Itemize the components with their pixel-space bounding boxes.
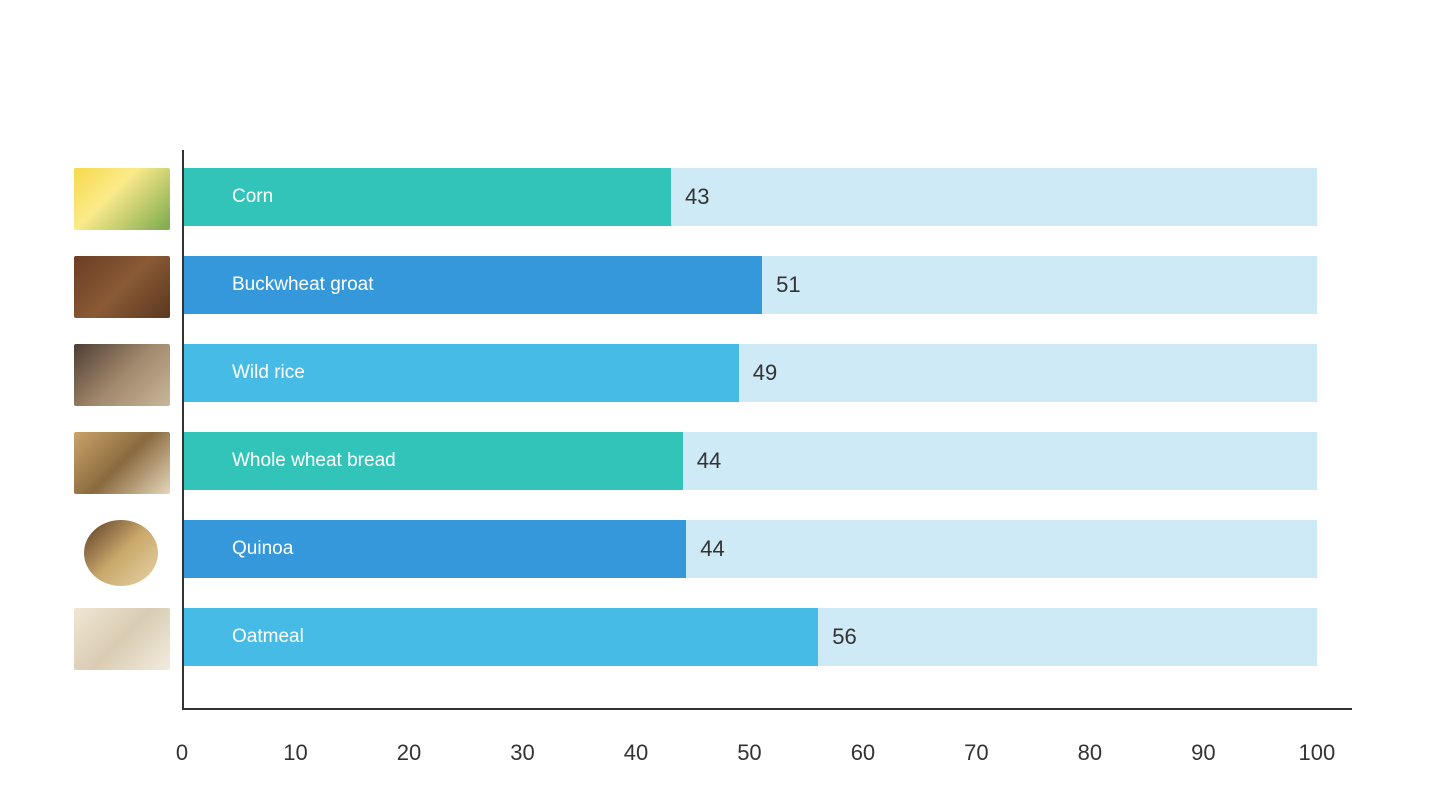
tick: 40 (624, 740, 648, 766)
bar-fill-wildrice: Wild rice (184, 344, 739, 402)
tick: 20 (397, 740, 421, 766)
thumb-buckwheat (74, 256, 170, 318)
bar-row-buckwheat: Buckwheat groat 51 (184, 256, 1352, 314)
bar-label: Wild rice (232, 362, 305, 384)
thumb-corn (74, 168, 170, 230)
tick: 60 (851, 740, 875, 766)
bar-label: Whole wheat bread (232, 450, 396, 472)
tick: 10 (283, 740, 307, 766)
thumb-oatmeal (74, 608, 170, 670)
bar-label: Quinoa (232, 538, 293, 560)
bar-value: 44 (683, 432, 721, 490)
bar-row-oatmeal: Oatmeal 56 (184, 608, 1352, 666)
tick: 100 (1299, 740, 1336, 766)
bar-value: 49 (739, 344, 777, 402)
thumb-bread (74, 432, 170, 494)
tick: 50 (737, 740, 761, 766)
thumb-quinoa (84, 520, 158, 586)
bar-row-bread: Whole wheat bread 44 (184, 432, 1352, 490)
bar-fill-oatmeal: Oatmeal (184, 608, 818, 666)
bar-value: 44 (686, 520, 724, 578)
bar-value: 43 (671, 168, 709, 226)
plot-area: Corn 43 Buckwheat groat 51 Wild rice 49 … (182, 150, 1352, 710)
tick: 80 (1078, 740, 1102, 766)
thumb-wildrice (74, 344, 170, 406)
bar-label: Buckwheat groat (232, 274, 374, 296)
bar-row-quinoa: Quinoa 44 (184, 520, 1352, 578)
bar-fill-bread: Whole wheat bread (184, 432, 683, 490)
bar-fill-quinoa: Quinoa (184, 520, 686, 578)
bar-row-wildrice: Wild rice 49 (184, 344, 1352, 402)
tick: 30 (510, 740, 534, 766)
bar-row-corn: Corn 43 (184, 168, 1352, 226)
bar-label: Corn (232, 186, 273, 208)
bar-label: Oatmeal (232, 626, 304, 648)
bar-fill-buckwheat: Buckwheat groat (184, 256, 762, 314)
tick: 0 (176, 740, 188, 766)
tick: 90 (1191, 740, 1215, 766)
bar-fill-corn: Corn (184, 168, 671, 226)
grain-score-chart: Corn 43 Buckwheat groat 51 Wild rice 49 … (60, 150, 1380, 770)
x-axis: 0 10 20 30 40 50 60 70 80 90 100 (182, 740, 1352, 780)
tick: 70 (964, 740, 988, 766)
bar-value: 51 (762, 256, 800, 314)
bar-value: 56 (818, 608, 856, 666)
